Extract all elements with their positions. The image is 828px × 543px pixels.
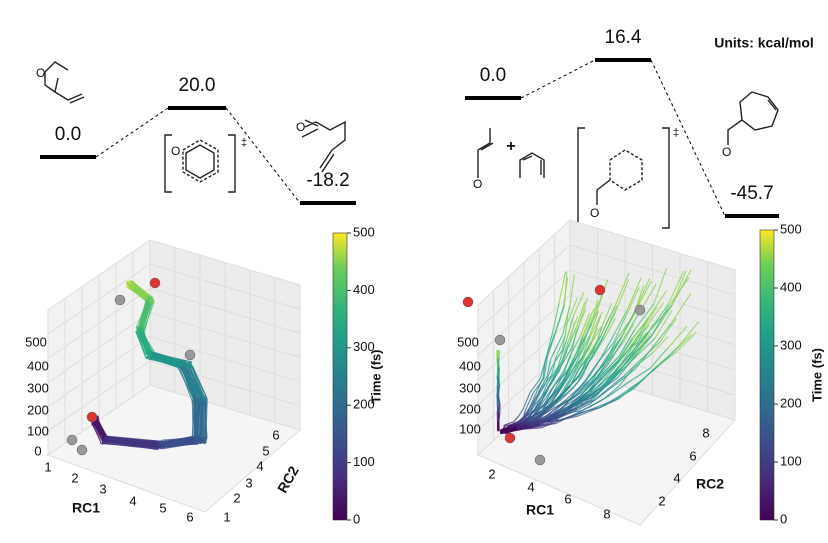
colorbar-tick-label: 0 [780, 511, 787, 526]
colorbar-tick-label: 500 [353, 224, 375, 239]
colorbar [333, 233, 347, 520]
colorbar-tick-label: 100 [353, 454, 375, 469]
tick-label: 5 [159, 500, 166, 515]
tick-label: 6 [689, 448, 696, 463]
tick-label: 500 [457, 334, 479, 349]
tick-label: 6 [564, 491, 571, 506]
connector [96, 108, 168, 157]
axis-label: RC2 [274, 463, 302, 495]
atom [87, 412, 97, 422]
atom-o: O [36, 66, 45, 80]
molecule-adduct [728, 92, 778, 145]
tick-label: 4 [129, 493, 136, 508]
colorbar-label: Time (fs) [368, 350, 383, 404]
atom [185, 350, 195, 360]
atom [505, 433, 515, 443]
tick-label: 4 [256, 458, 263, 473]
tick-label: 3 [245, 475, 252, 490]
trajectory-segment [517, 426, 533, 427]
trajectory-segment [189, 363, 191, 364]
axis-label: RC1 [526, 502, 554, 518]
energy-label: 20.0 [179, 75, 216, 96]
tick-label: 200 [27, 402, 49, 417]
connector [651, 60, 725, 216]
atom [535, 455, 545, 465]
trajectory-segment [133, 286, 134, 289]
colorbar-tick-label: 300 [780, 337, 802, 352]
atom [595, 285, 605, 295]
ts-mark: ‡ [241, 137, 247, 149]
trajectory-segment [128, 281, 129, 283]
atom-o: O [473, 177, 482, 191]
trajectory-segment [499, 350, 500, 358]
colorbar [760, 230, 774, 520]
molecule-reactant [45, 62, 84, 103]
tick-label: 1 [223, 509, 230, 524]
atom-o: O [590, 206, 599, 220]
energy-label: -45.7 [730, 183, 773, 204]
colorbar-tick-label: 400 [353, 282, 375, 297]
energy-label: 0.0 [55, 124, 81, 145]
atom-o: O [171, 144, 180, 158]
atom [67, 435, 77, 445]
atom [463, 297, 473, 307]
trajectory-segment [192, 400, 193, 401]
atom [77, 445, 87, 455]
colorbar-tick-label: 100 [780, 453, 802, 468]
tick-label: 300 [459, 380, 481, 395]
trajectory-segment [498, 412, 499, 422]
tick-label: 8 [702, 425, 709, 440]
units-label: Units: kcal/mol [714, 35, 814, 51]
tick-label: 100 [27, 423, 49, 438]
plus-sign: + [506, 138, 515, 155]
axis-label: RC1 [72, 500, 100, 516]
tick-label: 2 [233, 490, 240, 505]
atom [150, 278, 160, 288]
colorbar-tick-label: 400 [780, 279, 802, 294]
atom [635, 305, 645, 315]
atom-o: O [296, 120, 305, 134]
tick-label: 3 [99, 481, 106, 496]
axis-label: RC2 [696, 476, 724, 492]
tick-label: 5 [262, 443, 269, 458]
energy-label: 0.0 [480, 65, 506, 86]
atom [115, 295, 125, 305]
trajectory-segment [147, 296, 148, 297]
tick-label: 8 [603, 506, 610, 521]
connector [521, 60, 595, 98]
trajectory-segment [205, 401, 206, 443]
tick-label: 400 [27, 358, 49, 373]
molecule-product [302, 120, 345, 172]
tick-label: 4 [527, 479, 534, 494]
energy-label: 16.4 [605, 27, 642, 48]
tick-label: 2 [488, 466, 495, 481]
tick-label: 0 [34, 443, 41, 458]
trajectory-segment [497, 421, 498, 430]
tick-label: 2 [658, 493, 665, 508]
tick-label: 400 [459, 358, 481, 373]
tick-label: 6 [186, 509, 193, 524]
tick-label: 2 [71, 470, 78, 485]
colorbar-tick-label: 200 [780, 395, 802, 410]
tick-label: 1 [44, 459, 51, 474]
atom [495, 335, 505, 345]
colorbar-tick-label: 0 [353, 511, 360, 526]
tick-label: 300 [27, 380, 49, 395]
tick-label: 4 [673, 470, 680, 485]
tick-label: 200 [459, 401, 481, 416]
colorbar-label: Time (fs) [809, 348, 824, 402]
atom-o: O [722, 145, 731, 159]
tick-label: 500 [25, 334, 47, 349]
trajectory-segment [128, 284, 130, 285]
tick-label: 6 [272, 427, 279, 442]
colorbar-tick-label: 500 [780, 221, 802, 236]
ts-mark: ‡ [673, 127, 679, 139]
energy-label: -18.2 [306, 170, 349, 191]
connector [226, 108, 300, 203]
tick-label: 100 [459, 421, 481, 436]
